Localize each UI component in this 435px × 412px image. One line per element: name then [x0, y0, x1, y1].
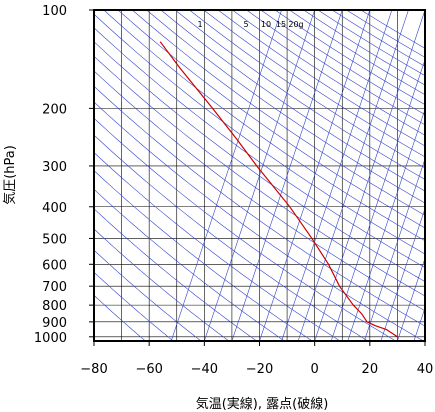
- dry-adiabat-line: [94, 41, 425, 282]
- mixing-ratio-line: [259, 10, 371, 341]
- dry-adiabat-line: [94, 170, 313, 341]
- x-tick-label: −80: [80, 362, 107, 377]
- y-tick-label: 700: [42, 280, 67, 295]
- dry-adiabat-line: [217, 10, 425, 147]
- dry-adiabat-line: [94, 271, 174, 341]
- x-tick-label: 0: [311, 362, 319, 377]
- dry-adiabat-line: [94, 208, 257, 341]
- dry-adiabat-line: [103, 10, 425, 242]
- mixing-ratio-line: [204, 10, 315, 341]
- x-tick-label: 20: [362, 362, 379, 377]
- y-tick-label: 900: [42, 316, 67, 331]
- mixing-ratio-line: [364, 158, 425, 341]
- y-tick-label: 100: [42, 4, 67, 19]
- dry-adiabat-line: [94, 294, 146, 341]
- x-tick-label: 40: [417, 362, 434, 377]
- dry-adiabat-line: [94, 188, 285, 341]
- dry-adiabat-line: [117, 10, 425, 229]
- dry-adiabat-line: [94, 55, 425, 297]
- dry-adiabat-line: [94, 27, 425, 268]
- dry-adiabat-line: [160, 10, 425, 192]
- dry-adiabat-line: [232, 10, 425, 136]
- mixing-ratio-line: [170, 10, 282, 341]
- mixing-ratio-line: [397, 257, 425, 341]
- x-axis: −80 −60 −40 −20 0 20 40: [80, 341, 433, 377]
- mixing-ratio-label: 5: [243, 20, 248, 29]
- dry-adiabat-line: [146, 10, 425, 204]
- mixing-ratio-line: [347, 108, 425, 341]
- mixing-ratio-label: 10: [261, 20, 271, 29]
- dry-adiabat-line: [94, 117, 396, 341]
- dry-adiabat-line: [94, 228, 229, 341]
- y-tick-label: 400: [42, 201, 67, 216]
- mixing-ratio-line: [314, 10, 425, 341]
- dry-adiabat-line: [94, 101, 424, 341]
- y-tick-label: 1000: [34, 331, 67, 346]
- dry-adiabat-line: [94, 134, 369, 341]
- mixing-ratio-line: [281, 10, 393, 341]
- dry-adiabat-line: [175, 10, 425, 180]
- y-axis-title: 気圧(hPa): [2, 145, 18, 205]
- dry-adiabat-line: [94, 70, 425, 312]
- y-tick-label: 300: [42, 160, 67, 175]
- x-tick-label: −60: [135, 362, 162, 377]
- mixing-ratio-label: 20g: [288, 20, 303, 29]
- x-axis-title: 気温(実線), 露点(破線): [196, 396, 329, 412]
- mixing-ratio-labels: 1 5 10 15 20g: [197, 20, 303, 29]
- adiabat-layer: [94, 10, 425, 341]
- mixing-ratio-line: [380, 207, 425, 341]
- y-tick-label: 200: [42, 102, 67, 117]
- dry-adiabat-line: [132, 10, 425, 216]
- dry-adiabat-line: [94, 249, 202, 341]
- dry-adiabat-line: [303, 10, 425, 86]
- y-tick-label: 600: [42, 258, 67, 273]
- mixing-ratio-line: [231, 10, 343, 341]
- mixing-ratio-label: 15: [276, 20, 286, 29]
- dry-adiabat-line: [203, 10, 425, 158]
- temperature-line: [159, 41, 398, 338]
- mixing-ratio-line: [297, 10, 409, 341]
- dry-adiabat-line: [94, 85, 425, 327]
- x-tick-label: −20: [246, 362, 273, 377]
- dry-adiabat-line: [246, 10, 425, 126]
- dry-adiabat-line: [346, 10, 425, 58]
- mixing-ratio-label: 1: [197, 20, 202, 29]
- x-tick-label: −40: [191, 362, 218, 377]
- dry-adiabat-line: [94, 152, 341, 341]
- y-tick-label: 500: [42, 232, 67, 247]
- dry-adiabat-line: [189, 10, 425, 169]
- series-layer: [159, 41, 398, 338]
- y-tick-label: 800: [42, 299, 67, 314]
- mixing-ratio-line: [330, 58, 425, 341]
- dry-adiabat-line: [94, 13, 425, 255]
